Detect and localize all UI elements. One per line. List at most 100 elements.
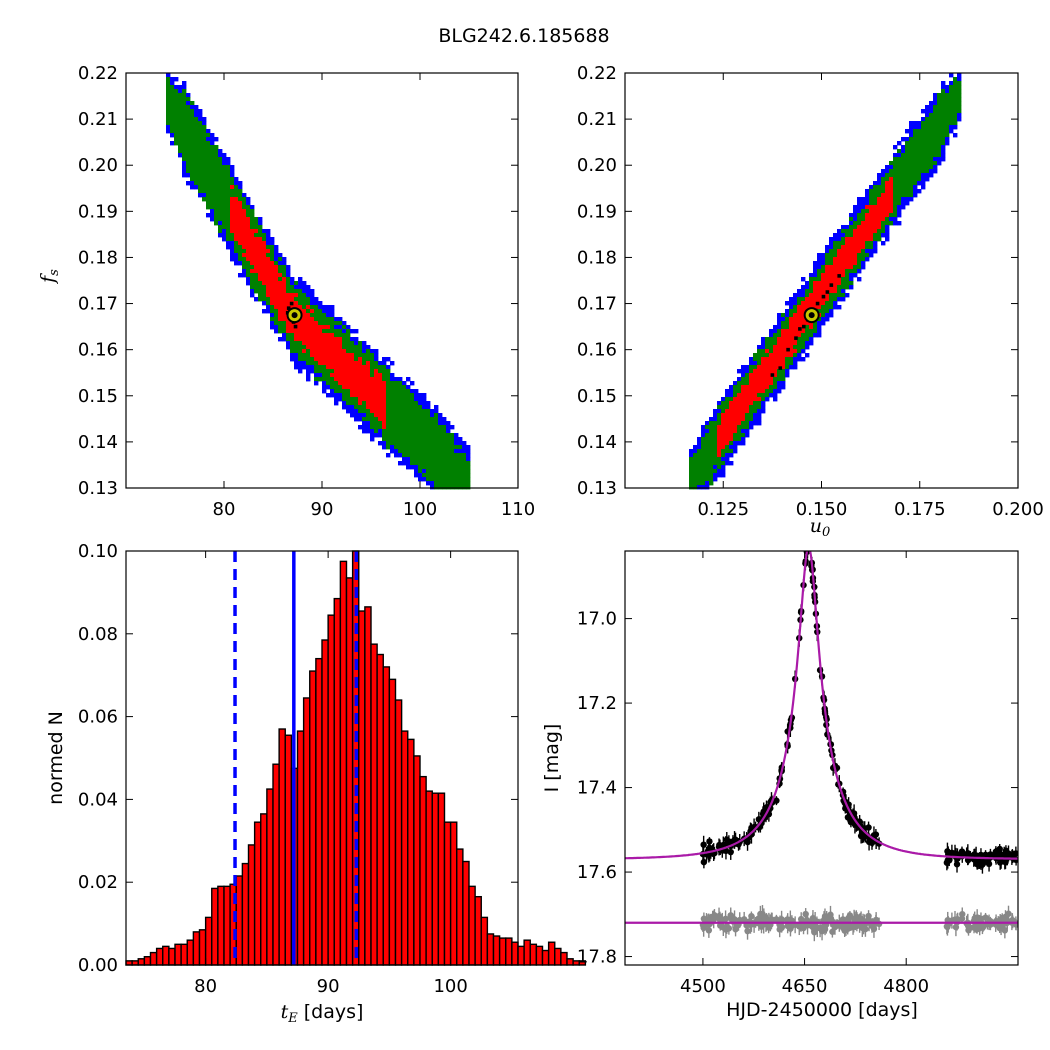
sigma1-cell — [869, 205, 874, 210]
sigma2-cell — [418, 453, 423, 458]
sigma2-cell — [182, 137, 187, 142]
sigma2-cell — [773, 337, 778, 342]
sigma2-cell — [438, 449, 443, 454]
sigma2-cell — [865, 241, 870, 246]
sigma3-cell — [350, 413, 355, 418]
sigma2-cell — [949, 109, 954, 114]
sigma2-cell — [937, 117, 942, 122]
sigma2-cell — [901, 181, 906, 186]
sigma1-cell — [242, 225, 247, 230]
sigma3-cell — [805, 345, 810, 350]
sigma3-cell — [274, 257, 279, 262]
sigma2-cell — [322, 365, 327, 370]
histogram-bar — [400, 730, 409, 966]
sigma1-cell — [845, 253, 850, 258]
sigma2-cell — [709, 469, 714, 474]
sigma3-cell — [254, 297, 259, 302]
sigma2-cell — [462, 477, 467, 482]
sigma2-cell — [190, 113, 195, 118]
sigma3-cell — [777, 389, 782, 394]
sigma1-cell — [378, 409, 383, 414]
sigma1-cell — [330, 333, 335, 338]
sigma3-cell — [278, 253, 283, 258]
sigma2-cell — [929, 149, 934, 154]
sigma1-cell — [857, 245, 862, 250]
sigma2-cell — [414, 413, 419, 418]
sigma3-cell — [462, 449, 467, 454]
sigma1-cell — [374, 409, 379, 414]
sigma2-cell — [398, 441, 403, 446]
sigma2-cell — [190, 141, 195, 146]
sigma3-cell — [865, 193, 870, 198]
sigma1-cell — [246, 257, 251, 262]
sigma1-cell — [306, 345, 311, 350]
sigma2-cell — [238, 257, 243, 262]
sigma2-cell — [438, 445, 443, 450]
sigma2-cell — [346, 401, 351, 406]
sigma2-cell — [458, 481, 463, 486]
histogram-bar — [217, 885, 225, 966]
sigma1-cell — [717, 429, 722, 434]
sigma2-cell — [893, 165, 898, 170]
sigma3-cell — [242, 269, 247, 274]
sigma2-cell — [933, 133, 938, 138]
sigma2-cell — [382, 365, 387, 370]
sigma2-cell — [873, 197, 878, 202]
histogram-bar — [272, 763, 280, 966]
sigma1-cell — [318, 361, 323, 366]
sigma2-cell — [198, 141, 203, 146]
sigma2-cell — [262, 233, 267, 238]
sigma1-cell — [825, 285, 830, 290]
sigma2-cell — [941, 137, 946, 142]
sigma2-cell — [394, 385, 399, 390]
sigma3-cell — [266, 305, 271, 310]
sigma1-cell — [853, 257, 858, 262]
sigma2-cell — [254, 221, 259, 226]
sigma1-cell — [262, 257, 267, 262]
sigma3-cell — [729, 393, 734, 398]
sigma2-cell — [186, 137, 191, 142]
sigma2-cell — [713, 461, 718, 466]
sigma2-cell — [945, 113, 950, 118]
sigma1-cell — [246, 221, 251, 226]
sigma2-cell — [414, 449, 419, 454]
sigma2-cell — [406, 421, 411, 426]
sigma2-cell — [166, 89, 171, 94]
sigma2-cell — [258, 225, 263, 230]
sigma1-cell — [845, 237, 850, 242]
sigma3-cell — [174, 77, 179, 82]
sigma3-cell — [382, 357, 387, 362]
sigma3-cell — [849, 285, 854, 290]
sigma2-cell — [186, 97, 191, 102]
sigma2-cell — [322, 313, 327, 318]
sigma2-cell — [386, 433, 391, 438]
sigma3-cell — [294, 365, 299, 370]
sigma2-cell — [901, 177, 906, 182]
sigma3-cell — [745, 369, 750, 374]
sigma2-cell — [282, 269, 287, 274]
sigma1-cell — [849, 265, 854, 270]
sigma2-cell — [250, 273, 255, 278]
sigma2-cell — [945, 129, 950, 134]
sigma3-cell — [422, 469, 427, 474]
sigma1-cell — [857, 225, 862, 230]
sigma1-cell — [865, 237, 870, 242]
sigma3-cell — [713, 417, 718, 422]
sigma2-cell — [877, 233, 882, 238]
sigma2-cell — [406, 433, 411, 438]
sigma3-cell — [757, 421, 762, 426]
sigma2-cell — [374, 429, 379, 434]
sigma2-cell — [833, 293, 838, 298]
sigma2-cell — [893, 205, 898, 210]
sigma2-cell — [178, 121, 183, 126]
sigma2-cell — [450, 445, 455, 450]
sigma2-cell — [406, 405, 411, 410]
sigma2-cell — [749, 369, 754, 374]
sigma1-cell — [314, 357, 319, 362]
sigma1-cell — [330, 357, 335, 362]
event-point — [700, 841, 707, 848]
sigma2-cell — [773, 377, 778, 382]
sigma2-cell — [178, 133, 183, 138]
sigma2-cell — [194, 153, 199, 158]
x-tick-label: 80 — [194, 976, 217, 997]
